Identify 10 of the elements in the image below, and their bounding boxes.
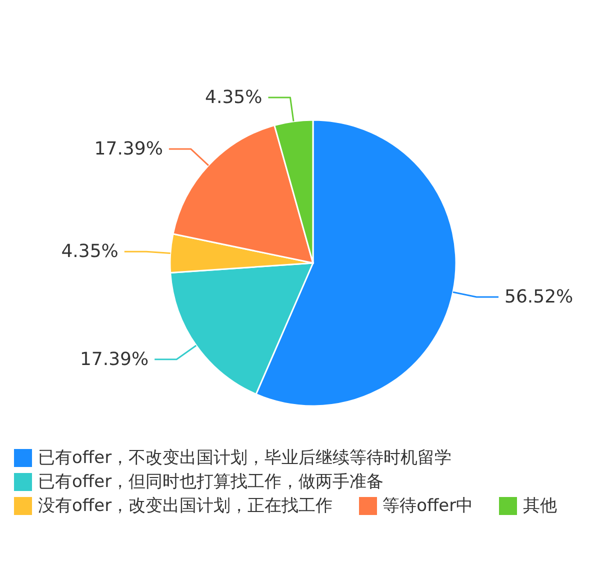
legend-label: 已有offer，不改变出国计划，毕业后继续等待时机留学	[38, 447, 452, 470]
legend-label: 没有offer，改变出国计划，正在找工作	[38, 495, 333, 518]
legend-label: 其他	[523, 495, 558, 518]
data-label: 4.35%	[61, 241, 118, 262]
data-label: 17.39%	[80, 348, 149, 370]
data-label: 17.39%	[94, 138, 163, 160]
legend-label: 已有offer，但同时也打算找工作，做两手准备	[38, 471, 384, 494]
data-label: 4.35%	[205, 87, 262, 108]
legend-label: 等待offer中	[382, 495, 474, 518]
data-label: 56.52%	[504, 286, 574, 308]
